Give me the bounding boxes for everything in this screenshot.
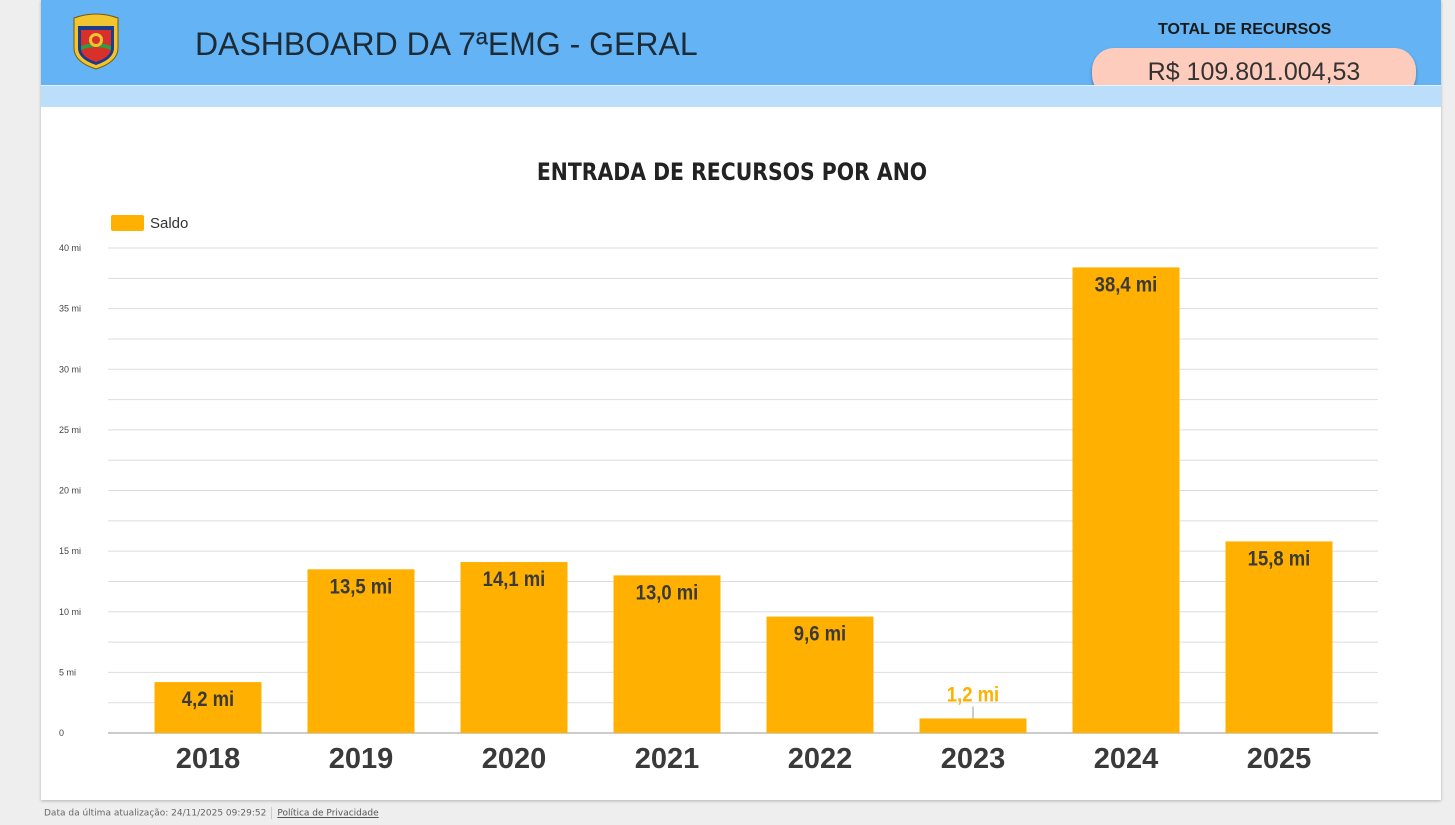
y-tick-label: 0 bbox=[59, 728, 64, 738]
bar bbox=[766, 616, 874, 733]
data-label: 38,4 mi bbox=[1095, 273, 1158, 296]
privacy-link[interactable]: Política de Privacidade bbox=[277, 808, 379, 819]
x-tick-label: 2020 bbox=[482, 743, 547, 775]
chart-title: ENTRADA DE RECURSOS POR ANO bbox=[536, 158, 928, 186]
bar bbox=[613, 575, 721, 733]
x-tick-label: 2025 bbox=[1247, 743, 1312, 775]
data-label: 9,6 mi bbox=[794, 623, 846, 646]
bar bbox=[919, 718, 1027, 733]
footer: Data da última atualização: 24/11/2025 0… bbox=[44, 807, 379, 819]
x-tick-label: 2021 bbox=[635, 743, 700, 775]
data-label: 15,8 mi bbox=[1248, 547, 1311, 570]
y-tick-label: 5 mi bbox=[59, 667, 76, 677]
y-tick-label: 10 mi bbox=[59, 607, 81, 617]
page-title: DASHBOARD DA 7ªEMG - GERAL bbox=[195, 26, 698, 62]
x-tick-label: 2018 bbox=[176, 743, 241, 775]
bar bbox=[154, 682, 262, 733]
legend-swatch bbox=[111, 215, 144, 231]
total-label: TOTAL DE RECURSOS bbox=[1158, 21, 1332, 38]
bar bbox=[307, 569, 415, 733]
bar bbox=[1225, 541, 1333, 733]
x-tick-label: 2024 bbox=[1094, 743, 1159, 775]
header-bar: DASHBOARD DA 7ªEMG - GERAL TOTAL DE RECU… bbox=[41, 0, 1441, 97]
y-tick-label: 25 mi bbox=[59, 425, 81, 435]
y-tick-label: 15 mi bbox=[59, 546, 81, 556]
x-tick-label: 2022 bbox=[788, 743, 853, 775]
header-strip bbox=[41, 85, 1441, 107]
y-tick-label: 35 mi bbox=[59, 304, 81, 314]
bar bbox=[1072, 267, 1180, 733]
data-label: 4,2 mi bbox=[182, 688, 234, 711]
y-tick-label: 20 mi bbox=[59, 486, 81, 496]
police-badge-logo bbox=[73, 13, 119, 70]
bar-chart: 0 5 mi 10 mi 15 mi 20 mi 25 mi 30 mi 35 mi 40 mi… bbox=[59, 215, 1378, 775]
legend-label: Saldo bbox=[150, 215, 188, 232]
data-label: 13,0 mi bbox=[636, 581, 699, 604]
x-tick-label: 2019 bbox=[329, 743, 394, 775]
y-tick-label: 40 mi bbox=[59, 243, 81, 253]
x-tick-label: 2023 bbox=[941, 743, 1006, 775]
dashboard-card: DASHBOARD DA 7ªEMG - GERAL TOTAL DE RECU… bbox=[41, 0, 1441, 800]
last-updated: Data da última atualização: 24/11/2025 0… bbox=[44, 808, 267, 819]
data-label: 14,1 mi bbox=[483, 568, 546, 591]
bar bbox=[460, 562, 568, 733]
data-label: 1,2 mi bbox=[947, 683, 999, 706]
y-tick-label: 30 mi bbox=[59, 364, 81, 374]
data-label: 13,5 mi bbox=[330, 575, 393, 598]
